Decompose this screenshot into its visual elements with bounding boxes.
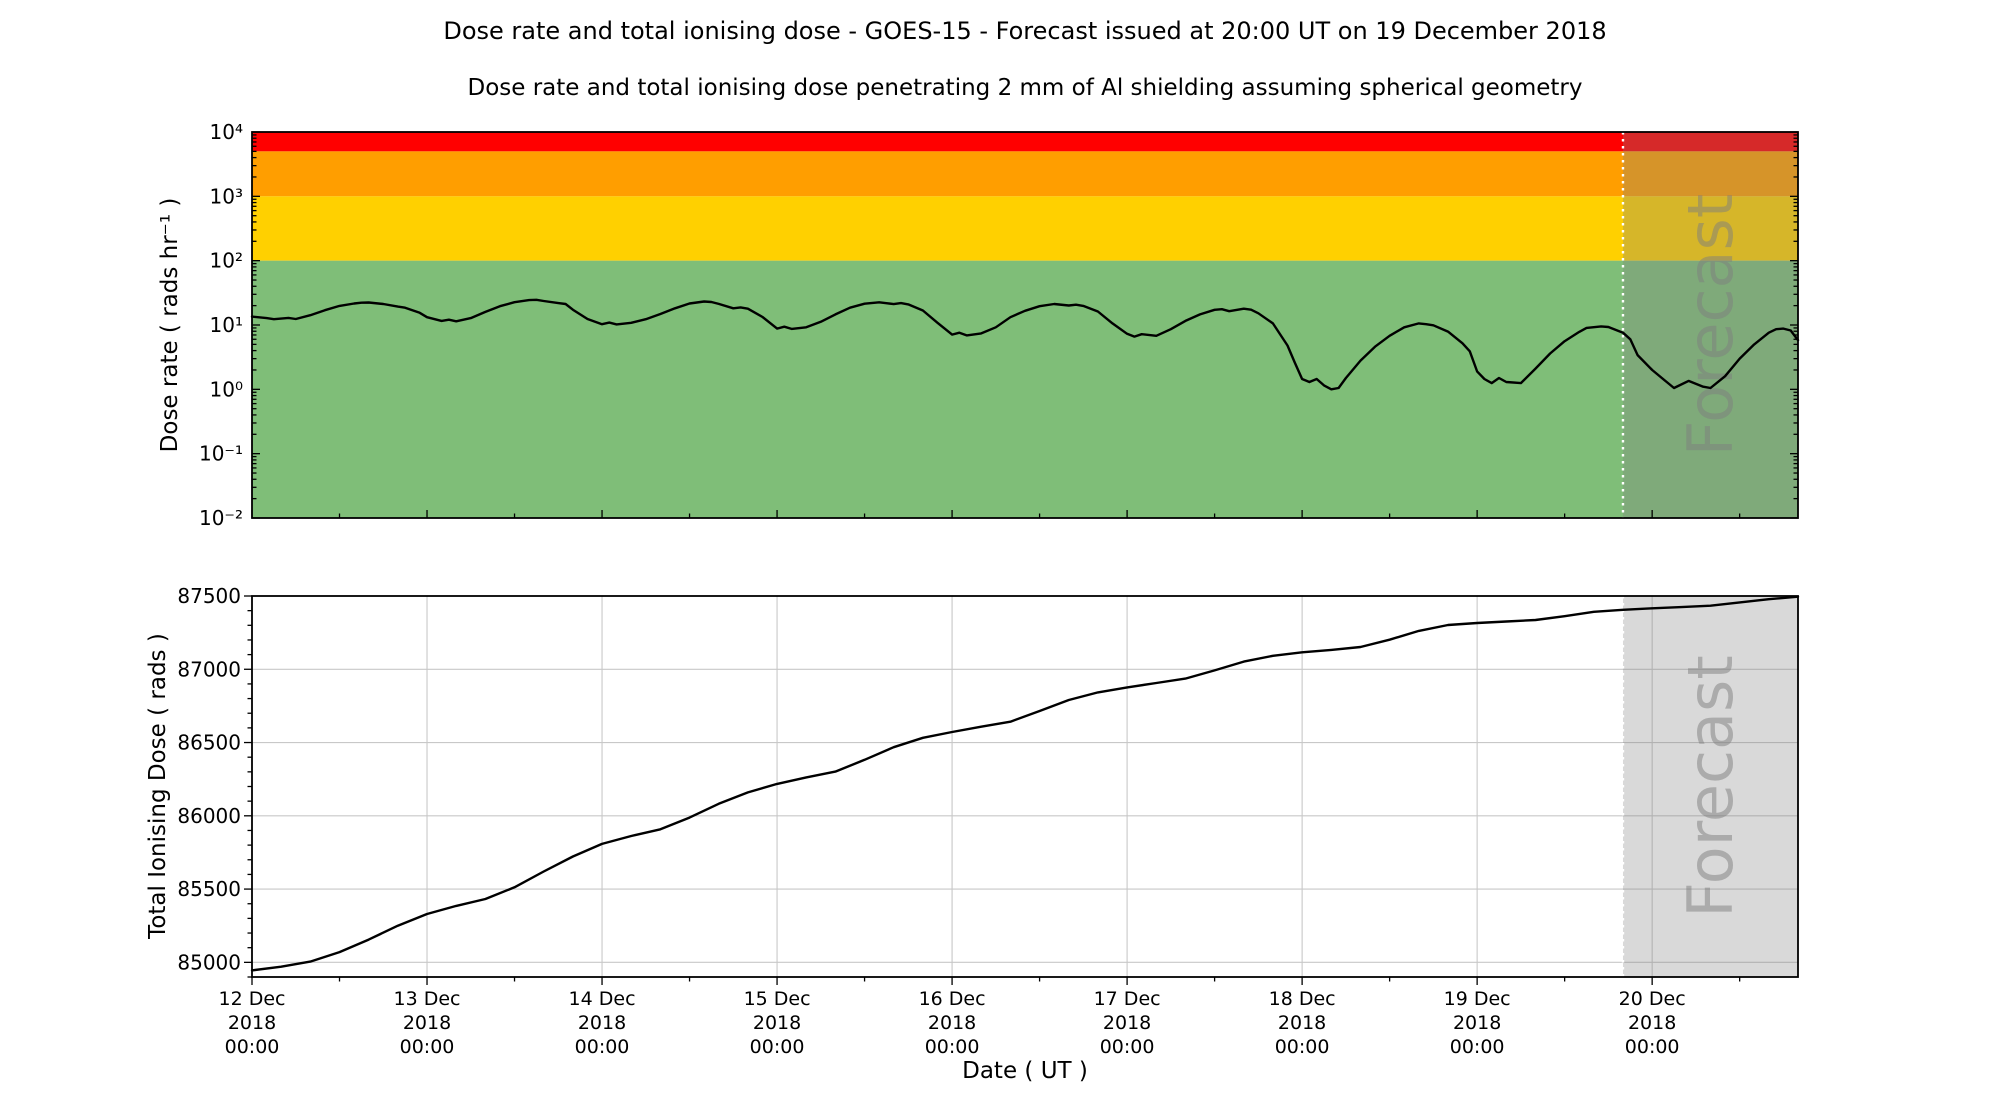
dose-rate-panel: Forecast 10⁴ 10³ 10² 10¹ 10⁰ 10⁻¹ 10⁻² [199, 120, 1800, 530]
y-tick-label: 87000 [177, 657, 241, 681]
x-tick-label: 19 Dec 2018 00:00 [1444, 988, 1511, 1058]
y-tick-label: 10⁻² [199, 506, 243, 530]
total-dose-curve [250, 595, 1800, 972]
y-tick-label: 10⁴ [210, 120, 243, 144]
x-tick-label: 12 Dec 2018 00:00 [219, 988, 286, 1058]
tick-marks [244, 595, 1741, 985]
axes-spine [251, 131, 1799, 519]
y-tick-label: 10¹ [210, 313, 243, 337]
x-tick-label: 18 Dec 2018 00:00 [1269, 988, 1336, 1058]
y-tick-label: 85000 [177, 950, 241, 974]
x-tick-label: 13 Dec 2018 00:00 [394, 988, 461, 1058]
y-tick-labels: 10⁴ 10³ 10² 10¹ 10⁰ 10⁻¹ 10⁻² [199, 120, 243, 530]
y-tick-label: 10⁻¹ [199, 442, 243, 466]
x-tick-label: 16 Dec 2018 00:00 [919, 988, 986, 1058]
y-tick-label: 86500 [177, 731, 241, 755]
dose-rate-curve [250, 298, 1800, 391]
date-axis-label: Date ( UT ) [962, 1058, 1088, 1084]
band-green-safe [252, 260, 1798, 518]
forecast-watermark-label: Forecast [1674, 194, 1747, 456]
forecast-watermark-label: Forecast [1674, 655, 1747, 917]
band-yellow-warning [252, 196, 1798, 261]
forecast-shade-region [1622, 596, 1798, 977]
y-tick-label: 86000 [177, 804, 241, 828]
alert-level-bands [252, 132, 1798, 518]
total-dose-panel: Forecast 85000 85500 86000 86500 87000 87500 12… [177, 584, 1800, 1058]
y-tick-label: 10² [210, 249, 243, 273]
y-tick-label: 10³ [210, 184, 243, 208]
x-tick-label: 15 Dec 2018 00:00 [744, 988, 811, 1058]
main-title: Dose rate and total ionising dose - GOES… [443, 17, 1607, 45]
y-tick-label: 85500 [177, 877, 241, 901]
band-red-severe [252, 132, 1798, 152]
axes-spine [251, 595, 1799, 978]
forecast-shade-region [1622, 132, 1798, 518]
x-tick-label: 14 Dec 2018 00:00 [569, 988, 636, 1058]
x-tick-label: 17 Dec 2018 00:00 [1094, 988, 1161, 1058]
y-tick-labels: 85000 85500 86000 86500 87000 87500 [177, 584, 241, 974]
x-tick-label: 20 Dec 2018 00:00 [1619, 988, 1686, 1058]
band-orange-high [252, 151, 1798, 197]
x-tick-labels: 12 Dec 2018 00:00 13 Dec 2018 00:00 14 Dec 2018… [219, 988, 1686, 1058]
y-tick-label: 87500 [177, 584, 241, 608]
gridlines [251, 595, 1798, 977]
sub-title: Dose rate and total ionising dose penetr… [467, 75, 1583, 101]
y-tick-label: 10⁰ [210, 377, 243, 401]
